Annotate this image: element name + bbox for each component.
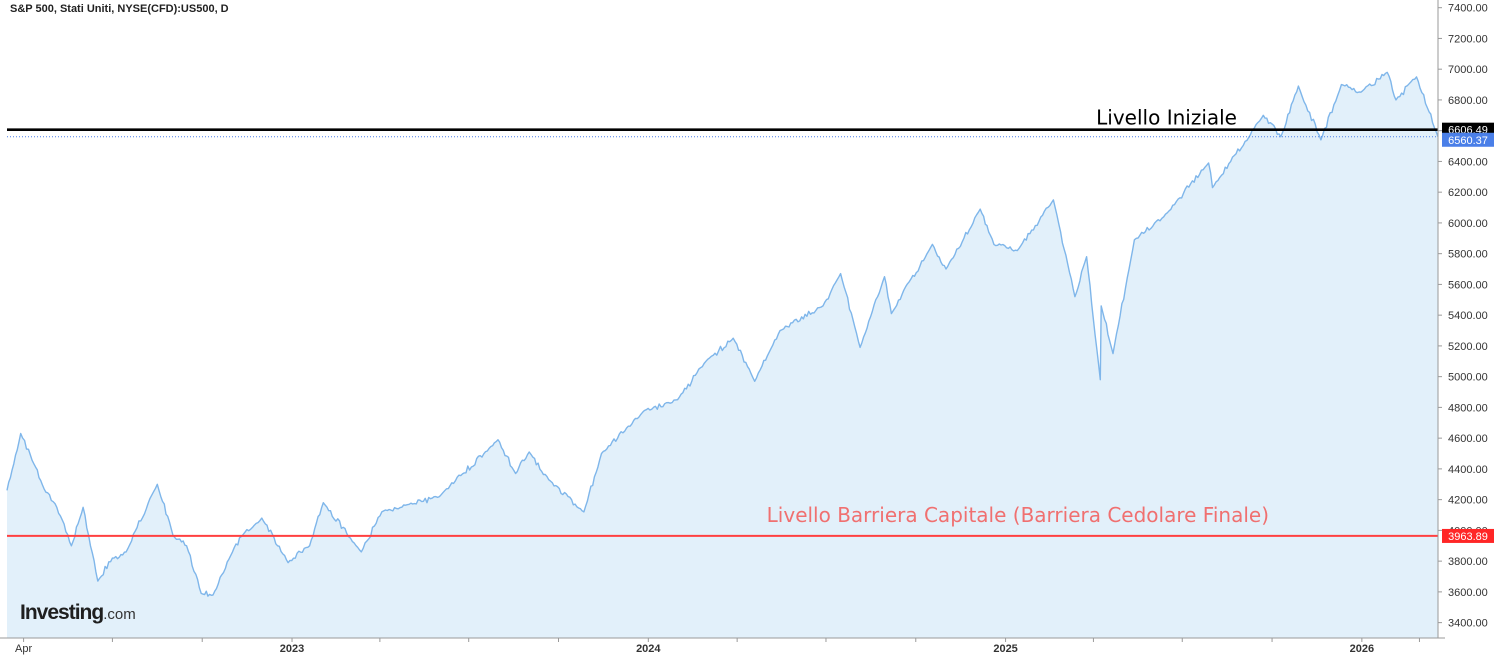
y-tick-label: 7000.00 (1448, 64, 1488, 76)
x-tick-label: 2025 (993, 643, 1017, 655)
x-tick-label: 2024 (636, 643, 661, 655)
chart-title: S&P 500, Stati Uniti, NYSE(CFD):US500, D (10, 3, 229, 15)
initial-level-label: Livello Iniziale (1096, 106, 1237, 130)
y-tick-label: 5400.00 (1448, 310, 1488, 322)
y-tick-label: 4200.00 (1448, 495, 1488, 507)
last-price-badge: 6560.37 (1442, 132, 1494, 147)
y-tick-label: 4800.00 (1448, 402, 1488, 414)
y-tick-label: 4400.00 (1448, 464, 1488, 476)
x-tick-label: 2023 (280, 643, 304, 655)
x-tick-label: Apr (15, 643, 32, 655)
last-price-badge-text: 6560.37 (1448, 135, 1488, 147)
x-tick-label: 2026 (1350, 643, 1374, 655)
y-tick-label: 3600.00 (1448, 587, 1488, 599)
barrier-level-badge-text: 3963.89 (1448, 531, 1488, 543)
y-tick-label: 5600.00 (1448, 279, 1488, 291)
y-tick-label: 7200.00 (1448, 33, 1488, 45)
price-area-fill (7, 72, 1438, 639)
y-tick-label: 3400.00 (1448, 618, 1488, 630)
investing-logo: Investing.com (20, 601, 136, 625)
y-tick-label: 4600.00 (1448, 433, 1488, 445)
y-tick-label: 6400.00 (1448, 156, 1488, 168)
last-price-badge-bg (1442, 132, 1494, 147)
price-line (6, 71, 1439, 597)
reference-lines: Livello Iniziale Livello Barriera Capital… (7, 106, 1438, 537)
y-tick-label: 6800.00 (1448, 95, 1488, 107)
logo-brand: Investing (20, 601, 104, 624)
x-axis: Apr 2023 2024 2025 2026 (0, 637, 1445, 655)
y-tick-label: 6000.00 (1448, 218, 1488, 230)
barrier-level-badge-bg (1442, 528, 1494, 543)
y-tick-label: 5800.00 (1448, 249, 1488, 261)
y-axis: 3400.003600.003800.004000.004200.004400.… (1437, 0, 1488, 638)
price-area (6, 71, 1439, 639)
y-tick-label: 6200.00 (1448, 187, 1488, 199)
barrier-level-badge: 3963.89 (1442, 528, 1494, 543)
y-tick-label: 5200.00 (1448, 341, 1488, 353)
y-tick-label: 3800.00 (1448, 556, 1488, 568)
y-tick-label: 5000.00 (1448, 372, 1488, 384)
barrier-level-label: Livello Barriera Capitale (Barriera Cedo… (767, 503, 1269, 527)
logo-domain: .com (103, 606, 136, 623)
y-tick-label: 7400.00 (1448, 3, 1488, 15)
